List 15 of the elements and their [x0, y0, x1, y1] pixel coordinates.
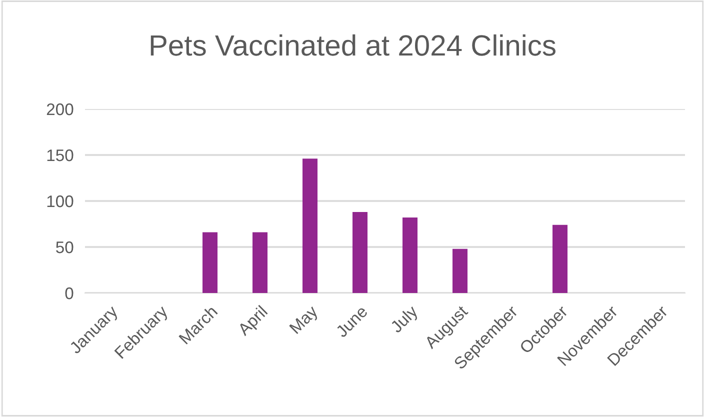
bar [302, 158, 318, 293]
x-tick-label: May [289, 304, 321, 336]
y-tick-label: 0 [65, 287, 74, 300]
y-tick-label: 150 [47, 149, 74, 162]
bar [202, 232, 218, 293]
y-tick-label: 100 [47, 195, 74, 208]
chart-title: Pets Vaccinated at 2024 Clinics [150, 34, 556, 56]
bar [552, 224, 568, 293]
y-tick-label: 50 [56, 241, 74, 254]
y-tick-label: 200 [46, 103, 74, 116]
bar [452, 248, 468, 293]
bar [352, 212, 368, 293]
bar [402, 218, 418, 293]
x-tick-label: July [389, 304, 421, 336]
bar [252, 232, 268, 293]
